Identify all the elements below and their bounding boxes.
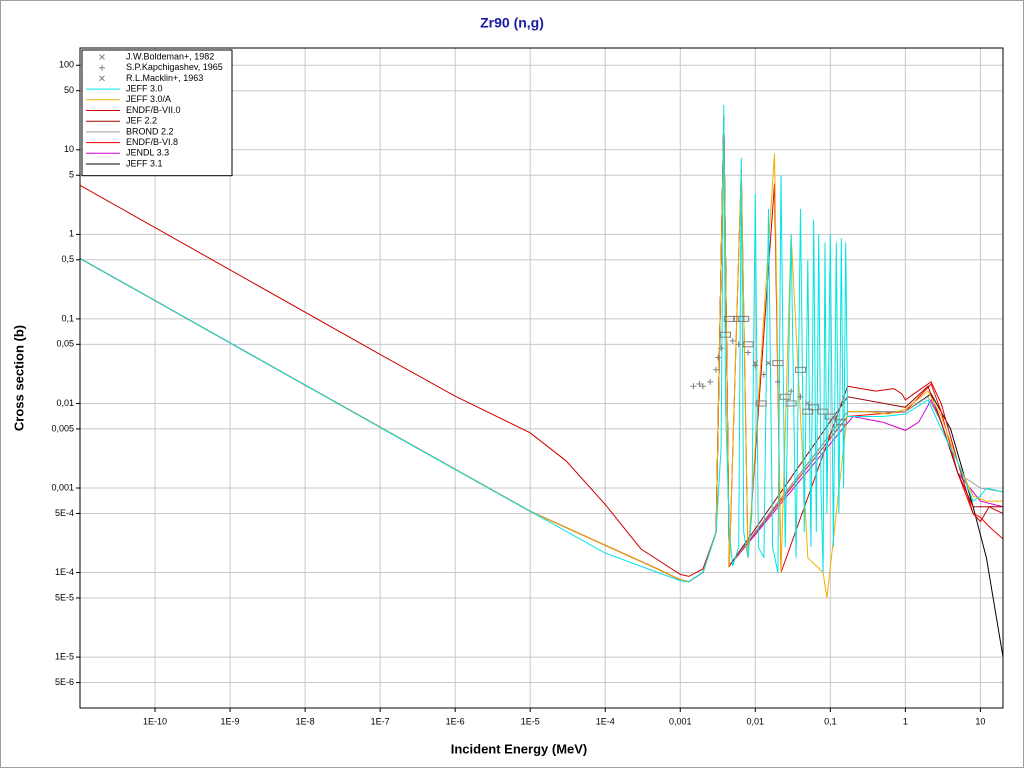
legend-box (81, 49, 233, 177)
marker (707, 378, 714, 385)
marker (99, 75, 105, 82)
marker (817, 408, 829, 415)
grid: 1E-10 1E-9 1E-8 1E-7 1E-6 1E-5 1E-4 0,001 0,01 0,… (51, 48, 1003, 726)
marker (785, 400, 797, 407)
x-tick-label: 1E-8 (296, 716, 315, 726)
marker (808, 404, 820, 411)
x-tick-label: 1E-5 (521, 716, 540, 726)
marker (723, 315, 735, 322)
x-tick-label: 0,01 (747, 716, 765, 726)
marker (690, 383, 697, 390)
y-tick-label: 0,1 (61, 313, 74, 323)
marker (752, 362, 759, 369)
marker (788, 388, 795, 395)
x-tick-label: 1 (903, 716, 908, 726)
legend-label: JEFF 3.0/A (126, 94, 171, 104)
marker (772, 360, 784, 367)
marker (794, 366, 806, 373)
y-tick-label: 0,5 (61, 254, 74, 264)
y-tick-label: 0,005 (51, 423, 74, 433)
y-tick-label: 1E-5 (55, 651, 74, 661)
y-tick-label: 1E-4 (55, 567, 74, 577)
marker (715, 354, 722, 361)
x-tick-label: 0,1 (824, 716, 837, 726)
y-tick-label: 1 (69, 229, 74, 239)
x-tick-label: 1E-10 (143, 716, 167, 726)
marker (755, 400, 767, 407)
marker (774, 378, 781, 385)
legend-label: S.P.Kapchigashev, 1965 (126, 62, 223, 72)
x-tick-label: 10 (975, 716, 985, 726)
marker (699, 383, 706, 390)
marker (719, 331, 731, 338)
x-tick-label: 0,001 (669, 716, 692, 726)
plot (80, 104, 1003, 658)
y-tick-label: 5E-5 (55, 592, 74, 602)
y-tick-label: 50 (64, 85, 74, 95)
legend-label: JEFF 3.1 (126, 158, 163, 168)
legend-label: BROND 2.2 (126, 126, 174, 136)
y-tick-label: 100 (59, 60, 74, 70)
marker (738, 315, 750, 322)
marker (99, 64, 105, 71)
marker (760, 371, 767, 378)
marker (835, 419, 847, 426)
legend-label: JEFF 3.0 (126, 83, 163, 93)
y-tick-label: 10 (64, 144, 74, 154)
marker (735, 341, 742, 348)
marker (802, 408, 814, 415)
marker (99, 54, 105, 60)
x-tick-label: 1E-6 (446, 716, 465, 726)
plot-border (79, 47, 1004, 709)
marker (797, 393, 804, 400)
legend-label: JEF 2.2 (126, 116, 157, 126)
x-axis-label: Incident Energy (MeV) (451, 741, 588, 756)
marker (779, 393, 791, 400)
marker (765, 360, 772, 366)
marker (824, 413, 836, 420)
y-tick-label: 0,05 (56, 339, 74, 349)
chart-title: Zr90 (n,g) (480, 15, 544, 31)
marker (718, 345, 725, 352)
y-tick-label: 5E-4 (55, 508, 74, 518)
y-tick-label: 0,001 (51, 482, 74, 492)
legend-label: ENDF/B-VI.8 (126, 137, 178, 147)
y-tick-label: 5E-6 (55, 677, 74, 687)
marker (742, 341, 754, 348)
marker (696, 380, 703, 387)
legend-label: JENDL 3.3 (126, 148, 169, 158)
y-tick-label: 5 (69, 170, 74, 180)
x-tick-label: 1E-7 (371, 716, 390, 726)
marker (713, 366, 720, 373)
x-tick-label: 1E-4 (596, 716, 615, 726)
legend-label: ENDF/B-VII.0 (126, 105, 181, 115)
marker (745, 349, 752, 356)
marker (729, 337, 736, 344)
y-tick-label: 0,01 (56, 398, 74, 408)
x-tick-label: 1E-9 (221, 716, 240, 726)
y-axis-label: Cross section (b) (11, 325, 26, 431)
legend-label: J.W.Boldeman+, 1982 (126, 51, 214, 61)
legend-label: R.L.Macklin+, 1963 (126, 73, 203, 83)
